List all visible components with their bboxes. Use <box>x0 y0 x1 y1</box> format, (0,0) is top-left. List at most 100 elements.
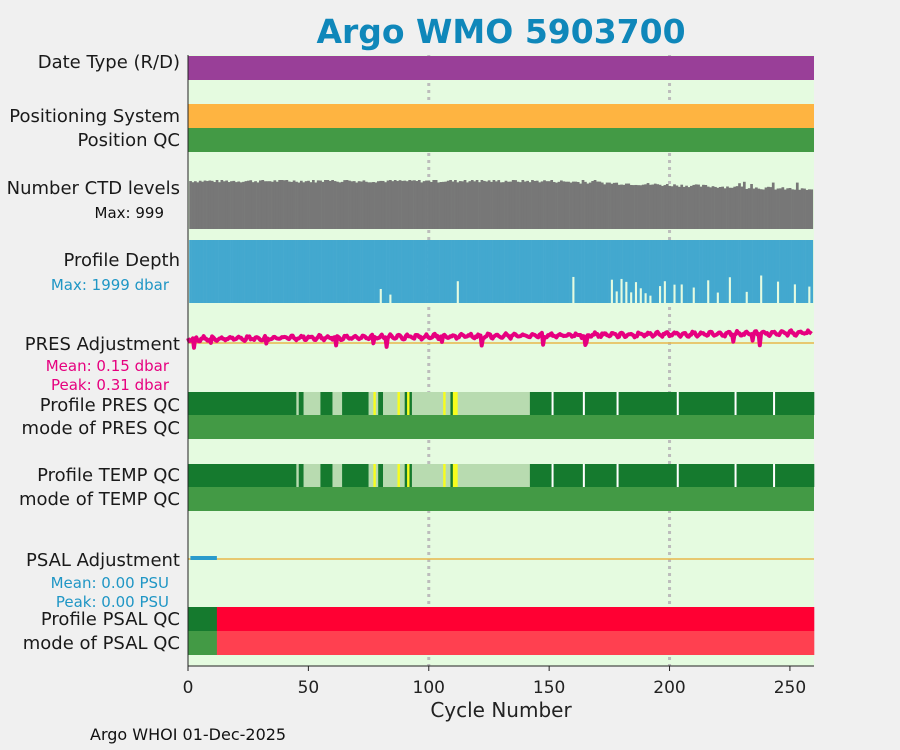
profile-temp-qc-segment <box>320 464 333 487</box>
profile-depth-bar <box>723 240 727 303</box>
profile-depth-bar <box>206 240 209 303</box>
ctd-levels-bar <box>572 181 575 229</box>
ctd-levels-bar <box>644 184 647 229</box>
ctd-levels-bar <box>632 185 635 229</box>
profile-depth-bar <box>328 240 332 303</box>
profile-depth-bar <box>333 240 337 303</box>
ctd-levels-bar <box>624 183 628 229</box>
ctd-levels-bar <box>287 181 291 229</box>
ctd-levels-bar <box>425 180 428 229</box>
profile-depth-bar <box>490 240 493 303</box>
profile-temp-qc-segment <box>452 464 458 487</box>
ctd-levels-bar <box>299 180 303 229</box>
ctd-levels-bar <box>273 180 277 229</box>
profile-depth-bar <box>716 240 720 293</box>
profile-depth-bar <box>381 240 385 303</box>
profile-depth-bar <box>641 240 645 303</box>
ctd-levels-bar <box>735 186 739 229</box>
profile-depth-bar <box>461 240 464 303</box>
ctd-levels-bar <box>449 180 452 229</box>
profile-pres-qc-segment <box>332 392 343 415</box>
ctd-levels-bar <box>316 180 320 229</box>
profile-depth-bar <box>364 240 368 303</box>
profile-depth-bar <box>437 240 440 303</box>
profile-depth-bar <box>774 240 777 303</box>
ctd-levels-bar <box>478 182 481 229</box>
ctd-levels-bar <box>319 180 322 229</box>
profile-depth-bar <box>608 240 611 303</box>
profile-depth-bar <box>634 240 638 283</box>
mode-temp-qc-label: mode of TEMP QC <box>18 489 180 510</box>
ctd-levels-bar <box>723 188 727 229</box>
ctd-levels-bar <box>208 180 212 229</box>
profile-depth-bar <box>210 240 214 303</box>
profile-depth-bar <box>374 240 378 303</box>
mode-psal-qc-segment <box>216 631 815 655</box>
profile-depth-bar <box>208 240 212 303</box>
profile-depth-bar <box>290 240 294 303</box>
profile-depth-bar <box>422 240 426 303</box>
ctd-levels-bar <box>396 181 399 229</box>
ctd-levels-bar <box>432 180 436 229</box>
ctd-levels-bar <box>800 188 804 229</box>
profile-pres-qc-segment <box>407 392 410 415</box>
profile-depth-bar <box>514 240 517 303</box>
profile-depth-bar <box>531 240 534 303</box>
profile-depth-bar <box>632 240 635 303</box>
ctd-levels-bar <box>239 182 243 229</box>
profile-depth-bar <box>620 240 623 279</box>
ctd-levels-bar <box>774 189 777 229</box>
ctd-levels-bar <box>596 181 599 229</box>
ctd-levels-bar <box>673 184 676 229</box>
profile-depth-bar <box>740 240 744 303</box>
profile-depth-bar <box>297 240 301 303</box>
profile-depth-bar <box>562 240 566 303</box>
ctd-levels-bar <box>528 182 532 229</box>
profile-depth-bar <box>511 240 515 303</box>
profile-depth-bar <box>697 240 700 303</box>
ctd-levels-bar <box>547 181 551 229</box>
ctd-levels-bar <box>716 187 720 229</box>
profile-depth-bar <box>550 240 554 303</box>
ctd-levels-bar <box>567 181 570 229</box>
profile-depth-bar <box>473 240 477 303</box>
ctd-levels-bar <box>783 189 787 229</box>
profile-depth-bar <box>706 240 710 281</box>
x-tick-label: 50 <box>298 678 320 698</box>
profile-pres-qc-segment <box>383 392 398 415</box>
profile-depth-bar <box>369 240 373 303</box>
footer-credit: Argo WHOI 01-Dec-2025 <box>90 725 287 744</box>
profile-depth-bar <box>311 240 315 303</box>
profile-depth-bar <box>615 240 619 292</box>
ctd-levels-bar <box>222 181 226 229</box>
profile-pres-qc-segment <box>457 392 531 415</box>
ctd-levels-bar <box>600 182 604 229</box>
profile-depth-bar <box>475 240 479 303</box>
ctd-levels-bar <box>677 186 681 229</box>
profile-depth-bar <box>762 240 765 303</box>
profile-depth-bar <box>261 240 265 303</box>
profile-temp-qc-segment <box>407 464 410 487</box>
profile-depth-bar <box>687 240 691 303</box>
profile-temp-qc-segment <box>368 464 374 487</box>
profile-pres-qc-segment <box>443 392 446 415</box>
profile-depth-bar <box>292 240 296 303</box>
ctd-levels-bar <box>767 186 770 229</box>
ctd-levels-bar <box>762 189 765 229</box>
profile-depth-bar <box>232 240 236 303</box>
profile-depth-bar <box>661 240 664 303</box>
ctd-levels-bar <box>401 180 404 229</box>
ctd-levels-bar <box>726 186 729 229</box>
profile-depth-bar <box>386 240 390 303</box>
profile-depth-bar <box>432 240 436 303</box>
ctd-levels-bar <box>535 180 539 229</box>
profile-depth-bar <box>574 240 578 303</box>
ctd-levels-bar <box>213 182 216 229</box>
ctd-levels-bar <box>620 184 623 229</box>
ctd-levels-bar <box>379 180 383 229</box>
ctd-levels-bar <box>237 181 241 229</box>
profile-temp-qc-segment <box>378 464 384 487</box>
ctd-levels-bar <box>422 181 426 229</box>
profile-depth-bar <box>280 240 284 303</box>
ctd-levels-bar <box>215 180 219 229</box>
